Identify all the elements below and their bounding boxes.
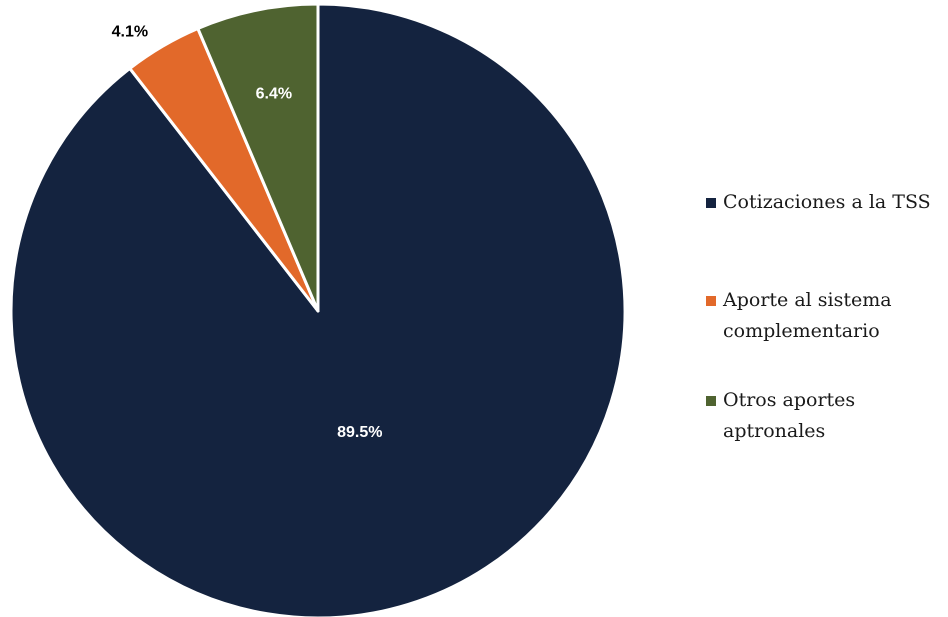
legend-label-2: Otros aportes <box>723 389 855 411</box>
legend-swatch-2 <box>706 396 716 406</box>
pie-data-labels: 89.5% 4.1% 6.4% <box>112 24 383 442</box>
data-label-2: 6.4% <box>256 86 292 103</box>
data-label-1: 4.1% <box>112 24 148 41</box>
pie-slice-2 <box>196 2 320 313</box>
data-label-0: 89.5% <box>337 424 382 441</box>
legend-label-1: complementario <box>723 320 880 342</box>
pie-slices <box>9 2 627 617</box>
legend-label-1: Aporte al sistema <box>722 289 892 311</box>
legend-label-0: Cotizaciones a la TSS <box>723 191 931 213</box>
legend-label-2: aptronales <box>723 420 825 442</box>
legend: Cotizaciones a la TSS Aporte al sistema co… <box>706 191 931 442</box>
legend-swatch-1 <box>706 296 716 306</box>
legend-swatch-0 <box>706 198 716 208</box>
